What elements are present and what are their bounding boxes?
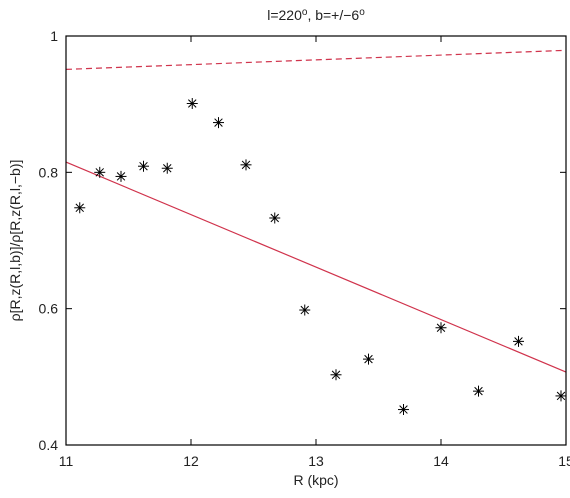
axes: 11 12 13 14 15 0.4 0.6 0.8 1: [39, 28, 570, 469]
dashed-reference-line: [65, 49, 567, 71]
data-point: [398, 404, 409, 416]
data-point: [555, 390, 567, 402]
x-tick-label: 13: [308, 453, 324, 469]
x-tick-label: 11: [59, 453, 74, 469]
data-point: [240, 159, 252, 171]
data-point: [363, 353, 374, 365]
x-tick-label: 12: [183, 453, 199, 469]
data-point: [115, 170, 127, 182]
y-axis-title: ρ[R,z(R,l,b)]/ρ[R,z(R,l,−b)]: [7, 160, 23, 322]
data-point: [269, 212, 281, 224]
data-point: [161, 162, 173, 174]
data-point: [330, 369, 342, 381]
data-point: [513, 335, 524, 347]
y-tick-label: 1: [50, 28, 58, 44]
title-degree-2: o: [359, 7, 365, 18]
fit-line: [65, 161, 567, 373]
data-point: [74, 202, 86, 214]
data-point: [186, 97, 198, 109]
title-b-part: , b=+/−6: [307, 7, 359, 23]
plot-area: [65, 49, 567, 416]
plot-frame: [65, 35, 567, 446]
y-tick-label: 0.6: [39, 301, 59, 317]
y-tick-label: 0.4: [39, 437, 59, 453]
data-point: [299, 304, 311, 316]
data-point: [94, 166, 106, 178]
x-tick-label: 15: [558, 453, 570, 469]
chart-title: l=220o, b=+/−6o: [267, 7, 365, 23]
data-point: [473, 385, 484, 397]
title-degree-1: o: [302, 7, 308, 18]
x-tick-label: 14: [433, 453, 449, 469]
y-tick-label: 0.8: [39, 164, 59, 180]
title-l-part: l=220: [267, 7, 302, 23]
data-point: [435, 322, 447, 334]
data-point: [213, 117, 224, 129]
data-point: [138, 160, 149, 172]
x-axis-title: R (kpc): [293, 472, 338, 488]
